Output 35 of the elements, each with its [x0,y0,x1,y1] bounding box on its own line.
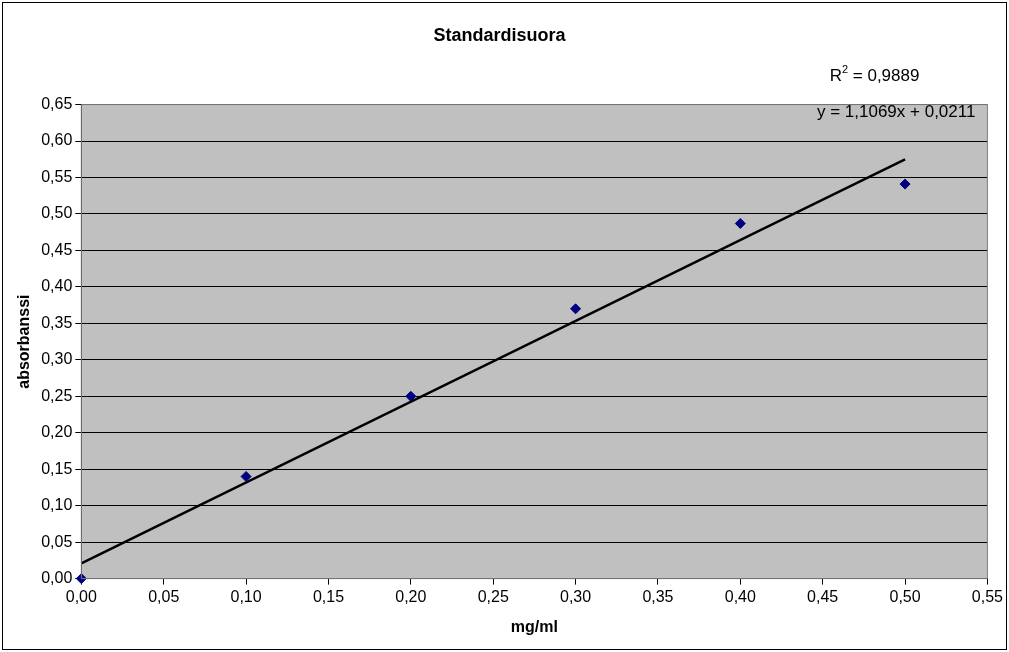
x-tick-label: 0,20 [395,587,427,605]
y-tick-label: 0,00 [41,569,73,587]
y-tick-label: 0,35 [41,313,73,331]
x-tick-label: 0,05 [148,587,180,605]
y-tick-label: 0,60 [41,131,73,149]
y-tick-label: 0,40 [41,277,73,295]
x-tick-label: 0,55 [971,587,1004,605]
y-tick-label: 0,25 [41,386,73,404]
point [734,217,746,229]
y-tick-label: 0,10 [41,496,73,514]
y-tick-label: 0,20 [41,423,73,441]
x-tick-label: 0,10 [230,587,262,605]
annotation: y = 1,1069x + 0,0211 [816,102,976,122]
y-axis-title: absorbanssi [15,294,33,389]
chart-title: Standardisuora [433,24,567,45]
y-tick-label: 0,15 [41,459,73,477]
y-tick-label: 0,30 [41,350,73,368]
x-axis-title: mg/ml [510,617,558,635]
x-tick-label: 0,30 [560,587,592,605]
x-tick-label: 0,00 [65,587,98,605]
x-tick-label: 0,50 [889,587,921,605]
x-tick-label: 0,35 [642,587,674,605]
x-tick-label: 0,45 [807,587,839,605]
point [240,471,252,483]
point [899,178,911,190]
y-tick-label: 0,45 [41,240,73,258]
x-tick-label: 0,40 [724,587,756,605]
y-tick-label: 0,55 [41,167,73,185]
y-tick-label: 0,50 [41,204,73,222]
point [570,303,582,315]
x-tick-label: 0,15 [312,587,345,605]
point [405,390,417,402]
x-tick-label: 0,25 [477,587,509,605]
y-tick-label: 0,05 [41,532,73,550]
y-tick-label: 0,65 [41,95,73,113]
